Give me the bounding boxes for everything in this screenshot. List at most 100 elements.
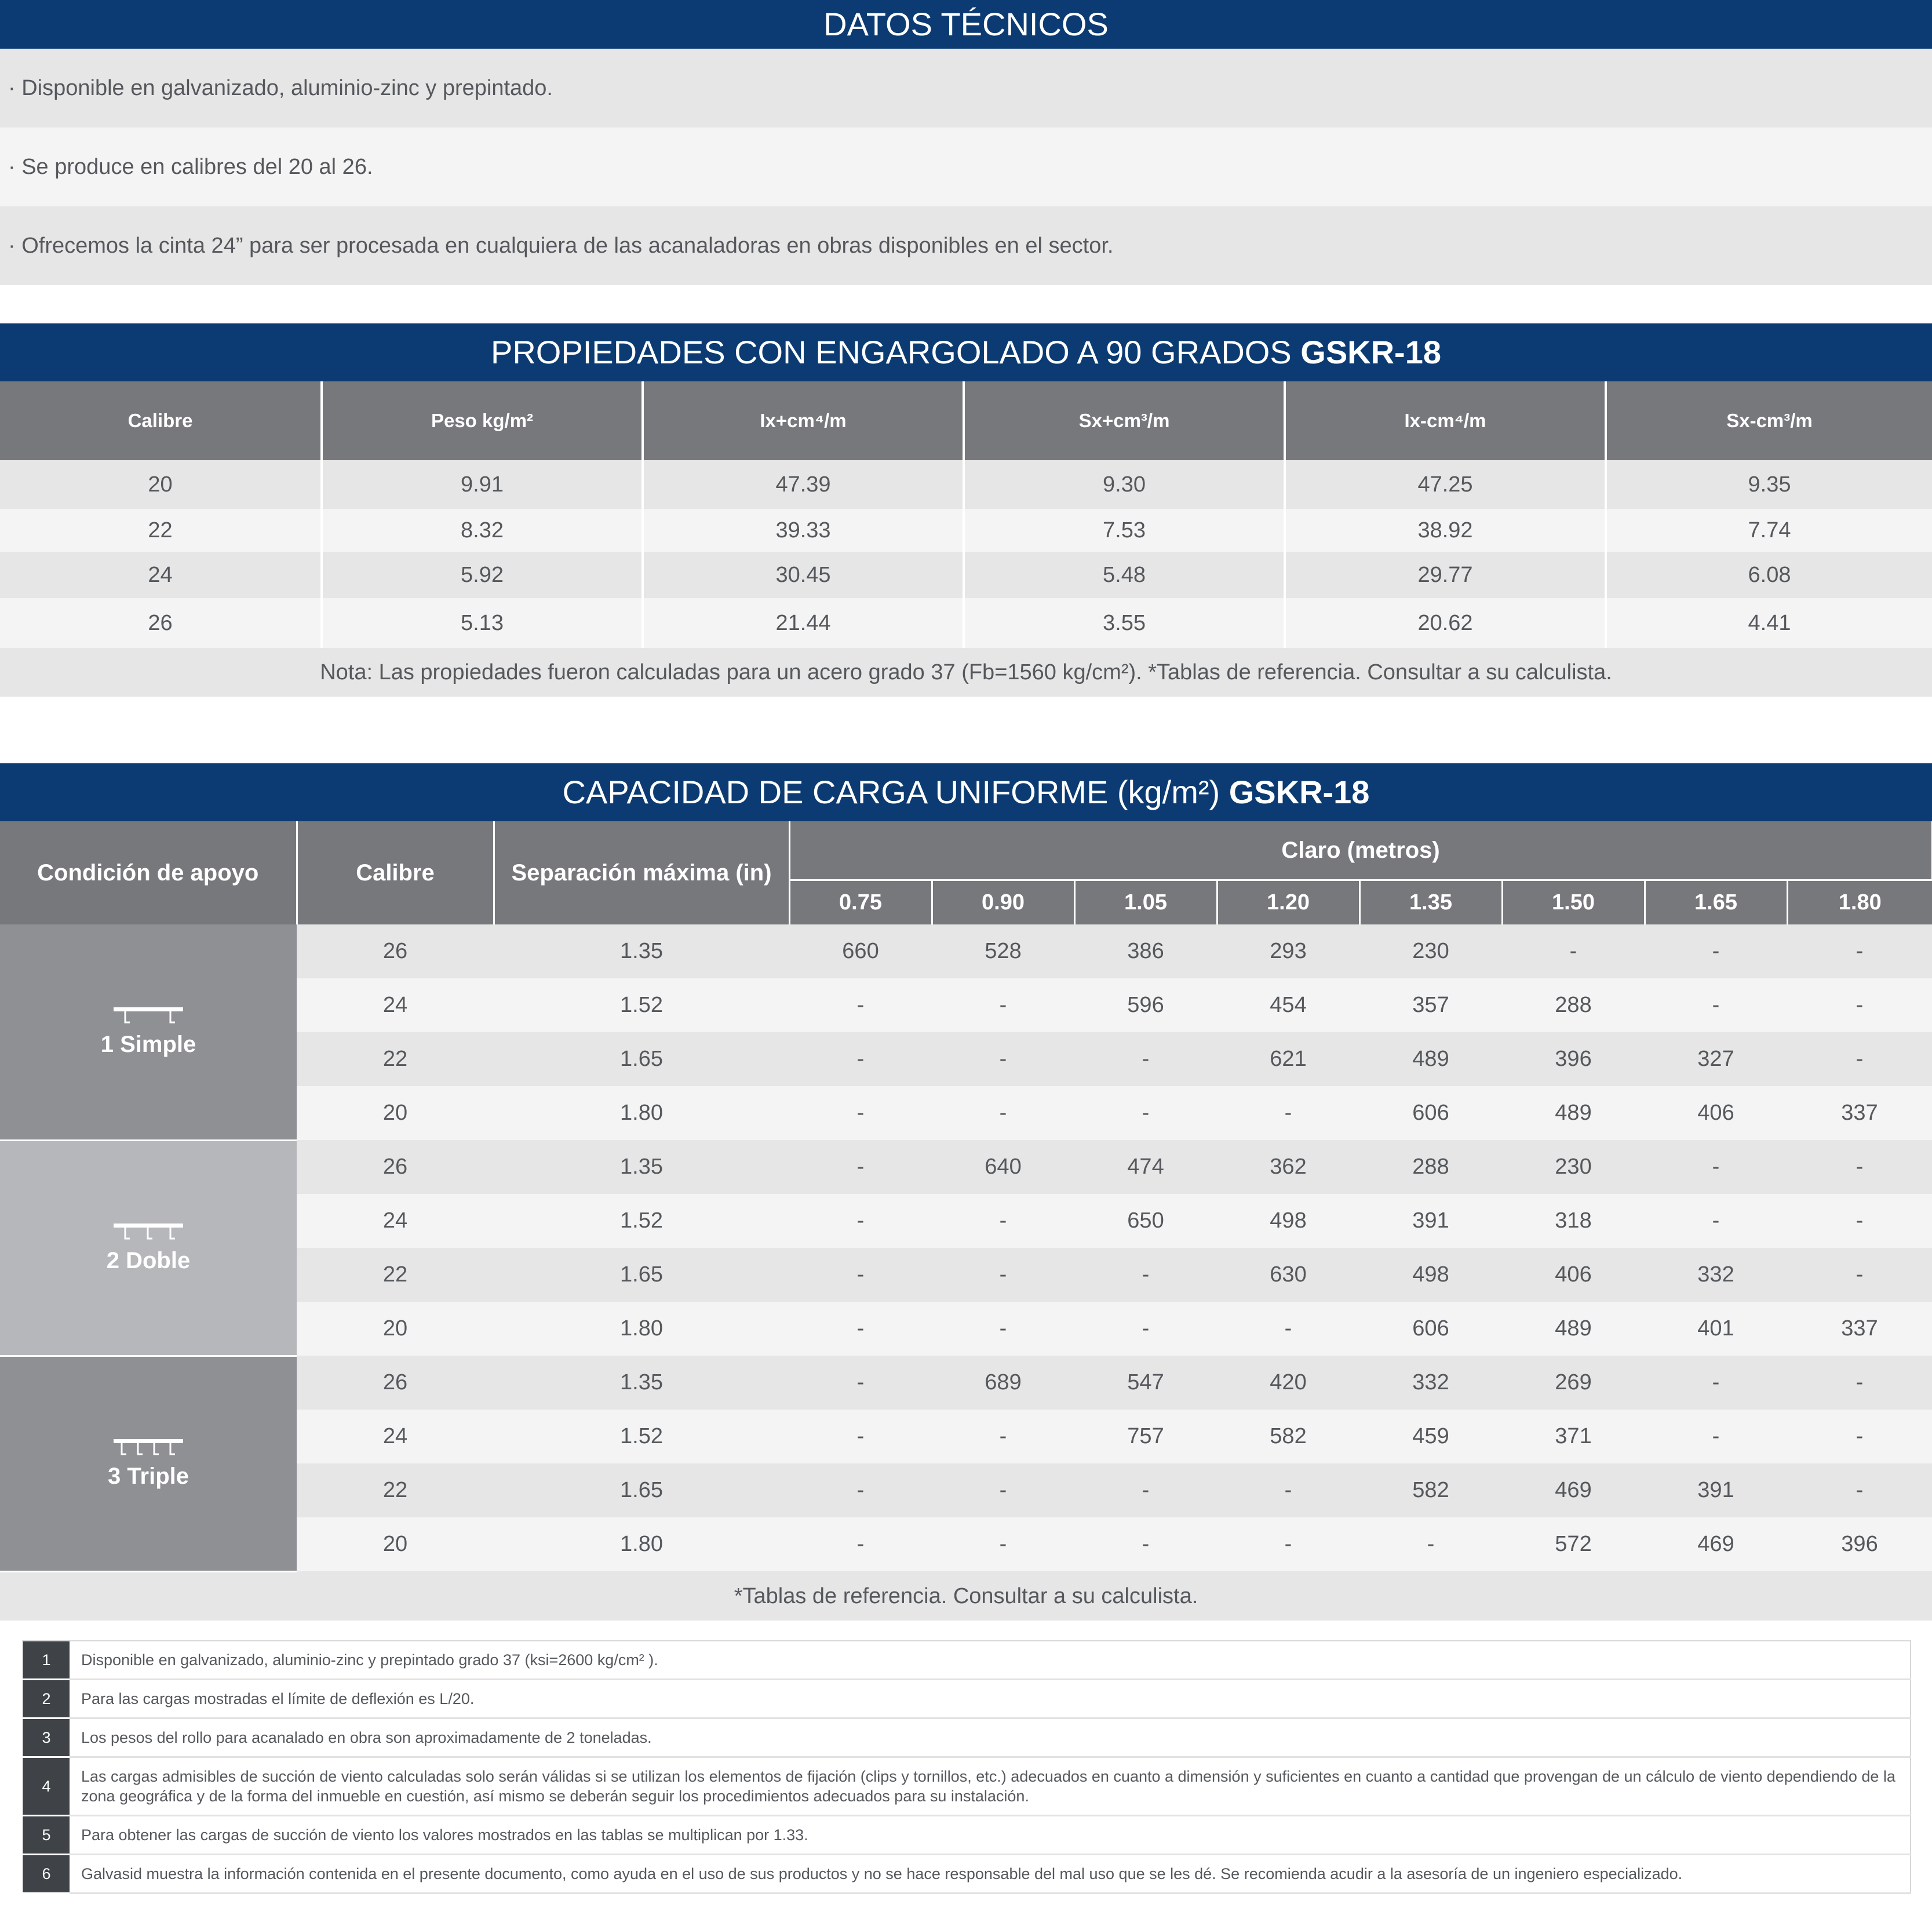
carga-cell: 357: [1359, 978, 1502, 1032]
carga-cell: -: [1217, 1517, 1359, 1571]
table-row: 1 Simple 26 1.35 660 528 386 293 230- - -: [0, 924, 1932, 1141]
carga-cell: -: [1074, 1248, 1217, 1302]
carga-cell: -: [789, 1086, 932, 1140]
separacion-cell: 1.52: [494, 1194, 789, 1248]
calibre-cell: 22: [297, 1032, 494, 1086]
capacidad-table: Condición de apoyo Calibre Separación má…: [0, 821, 1932, 1621]
carga-cell: 401: [1645, 1302, 1787, 1356]
separacion-header: Separación máxima (in): [494, 821, 790, 924]
column-header: Calibre: [0, 381, 323, 460]
carga-cell: 547: [1074, 1356, 1217, 1410]
triple-support-icon: [114, 1439, 183, 1455]
table-cell: 22: [0, 509, 323, 552]
table-row: 26 5.13 21.44 3.55 20.62 4.41: [0, 598, 1932, 648]
carga-cell: 640: [932, 1140, 1074, 1194]
carga-cell: 474: [1074, 1140, 1217, 1194]
carga-cell: 288: [1502, 978, 1645, 1032]
condicion-cell: 1 Simple: [0, 924, 297, 1141]
carga-cell: -: [1217, 1302, 1359, 1356]
calibre-cell: 22: [297, 1463, 494, 1517]
table-cell: 47.39: [643, 460, 965, 509]
calibre-cell: 26: [297, 924, 494, 978]
carga-cell: -: [1074, 1086, 1217, 1140]
carga-cell: 582: [1217, 1410, 1359, 1463]
calibre-cell: 24: [297, 978, 494, 1032]
propiedades-model: GSKR-18: [1300, 334, 1441, 370]
datos-item: · Se produce en calibres del 20 al 26.: [0, 128, 1932, 206]
carga-cell: -: [1502, 924, 1645, 978]
note-text: Disponible en galvanizado, aluminio-zinc…: [70, 1641, 1911, 1680]
propiedades-header-row: Calibre Peso kg/m² Ix+cm⁴/m Sx+cm³/m Ix-…: [0, 381, 1932, 460]
carga-cell: -: [1074, 1517, 1217, 1571]
datos-tecnicos-list: · Disponible en galvanizado, aluminio-zi…: [0, 49, 1932, 285]
carga-cell: 489: [1502, 1302, 1645, 1356]
calibre-cell: 26: [297, 1140, 494, 1194]
note-row: 2 Para las cargas mostradas el límite de …: [23, 1679, 1911, 1719]
note-row: 1 Disponible en galvanizado, aluminio-zin…: [23, 1641, 1911, 1680]
carga-cell: -: [789, 1248, 932, 1302]
calibre-cell: 20: [297, 1517, 494, 1571]
carga-cell: -: [1787, 1410, 1932, 1463]
carga-cell: 318: [1502, 1194, 1645, 1248]
span-header: 0.75: [789, 880, 933, 924]
note-number: 2: [23, 1679, 70, 1719]
column-header: Peso kg/m²: [322, 381, 644, 460]
carga-cell: 596: [1074, 978, 1217, 1032]
datos-item: · Disponible en galvanizado, aluminio-zi…: [0, 49, 1932, 128]
carga-cell: -: [1787, 1140, 1932, 1194]
calibre-cell: 24: [297, 1410, 494, 1463]
carga-cell: 454: [1217, 978, 1359, 1032]
condicion-cell: 2 Doble: [0, 1140, 297, 1357]
separacion-cell: 1.52: [494, 1410, 789, 1463]
span-header: 1.65: [1645, 880, 1788, 924]
separacion-cell: 1.65: [494, 1463, 789, 1517]
carga-cell: 489: [1502, 1086, 1645, 1140]
carga-cell: -: [1645, 1356, 1787, 1410]
table-row: 22 1.65- - -630 498 406 332-: [0, 1248, 1932, 1302]
datos-tecnicos-title: DATOS TÉCNICOS: [823, 6, 1109, 42]
note-number: 1: [23, 1641, 70, 1680]
carga-cell: 650: [1074, 1194, 1217, 1248]
separacion-cell: 1.80: [494, 1086, 789, 1140]
note-text: Para las cargas mostradas el límite de d…: [70, 1679, 1911, 1719]
carga-cell: -: [789, 1410, 932, 1463]
table-cell: 20.62: [1285, 598, 1607, 648]
carga-cell: -: [789, 1194, 932, 1248]
carga-cell: -: [932, 1410, 1074, 1463]
table-cell: 6.08: [1606, 552, 1932, 598]
carga-cell: -: [932, 1463, 1074, 1517]
spans-header-row: 0.75 0.90 1.05 1.20 1.35 1.50 1.65 1.80: [0, 880, 1932, 924]
note-row: 5 Para obtener las cargas de succión de v…: [23, 1815, 1911, 1855]
separacion-cell: 1.35: [494, 1356, 789, 1410]
table-cell: 9.91: [322, 460, 644, 509]
carga-cell: 582: [1359, 1463, 1502, 1517]
carga-cell: 337: [1787, 1086, 1932, 1140]
carga-cell: 630: [1217, 1248, 1359, 1302]
double-support-icon: [114, 1223, 183, 1239]
carga-cell: -: [1787, 1248, 1932, 1302]
carga-cell: -: [1359, 1517, 1502, 1571]
propiedades-title: PROPIEDADES CON ENGARGOLADO A 90 GRADOS: [491, 334, 1301, 370]
table-cell: 29.77: [1285, 552, 1607, 598]
carga-cell: -: [1787, 1463, 1932, 1517]
carga-cell: -: [1074, 1032, 1217, 1086]
carga-cell: -: [932, 1032, 1074, 1086]
span-header: 1.35: [1359, 880, 1503, 924]
carga-cell: -: [1074, 1302, 1217, 1356]
carga-cell: 489: [1359, 1032, 1502, 1086]
carga-cell: -: [1787, 924, 1932, 978]
table-row: 2 Doble 26 1.35-640 474 362 288 230- -: [0, 1140, 1932, 1357]
carga-cell: -: [1787, 978, 1932, 1032]
notes-table: 1 Disponible en galvanizado, aluminio-zin…: [22, 1640, 1911, 1894]
carga-cell: 332: [1359, 1356, 1502, 1410]
condicion-cell: 3 Triple: [0, 1356, 297, 1572]
carga-cell: -: [789, 1140, 932, 1194]
table-cell: 9.30: [964, 460, 1286, 509]
table-cell: 24: [0, 552, 323, 598]
carga-cell: -: [789, 1463, 932, 1517]
table-cell: 5.48: [964, 552, 1286, 598]
note-number: 4: [23, 1757, 70, 1816]
carga-cell: 606: [1359, 1086, 1502, 1140]
carga-cell: -: [789, 1356, 932, 1410]
carga-cell: 337: [1787, 1302, 1932, 1356]
